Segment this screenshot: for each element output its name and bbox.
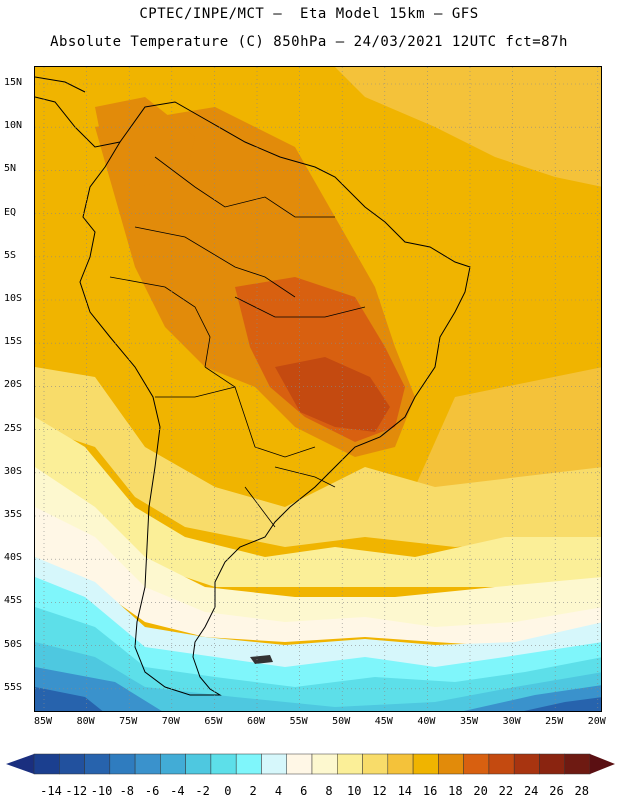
colorbar-boxes	[33, 753, 591, 775]
map-title-line-1: CPTEC/INPE/MCT – Eta Model 15km – GFS	[139, 6, 479, 22]
field-north-atlantic	[335, 67, 601, 187]
lat-label: 35S	[4, 509, 23, 520]
colorbar-label: 26	[549, 784, 564, 798]
lon-label: 60W	[246, 716, 266, 727]
lat-label: 15N	[4, 77, 23, 88]
lat-label: 50S	[4, 638, 23, 650]
lat-label: 10S	[4, 293, 23, 304]
colorbar-label: 2	[249, 784, 257, 798]
colorbar-box	[59, 753, 85, 775]
colorbar-box	[438, 753, 464, 775]
lon-label: 25W	[545, 716, 564, 727]
colorbar-box	[362, 753, 389, 775]
lat-label: 5S	[4, 249, 17, 261]
colorbar-box	[463, 753, 490, 775]
lat-label: 40S	[4, 552, 23, 564]
temperature-colorbar	[6, 753, 615, 775]
field-22-north	[95, 97, 195, 187]
colorbar-label: 24	[523, 784, 539, 798]
country-borders	[109, 156, 366, 528]
colorbar-label: 18	[448, 784, 463, 798]
field-14	[35, 417, 601, 587]
colorbar-box	[33, 753, 60, 775]
lat-label: 10N	[4, 120, 23, 132]
colorbar-box	[412, 753, 439, 775]
south-america-coastline	[79, 101, 471, 696]
colorbar-box	[286, 753, 313, 775]
colorbar-label: -6	[144, 784, 160, 798]
colorbar-label: 0	[224, 784, 232, 798]
field-16	[35, 367, 601, 547]
colorbar-box	[84, 753, 111, 775]
lon-label: 40W	[417, 716, 436, 727]
field-mid-atlantic	[415, 367, 601, 507]
lon-label: 85W	[33, 716, 53, 727]
colorbar-label: 14	[397, 784, 413, 798]
lon-label: 70W	[161, 716, 180, 727]
colorbar-box	[134, 753, 161, 775]
colorbar-box	[210, 753, 237, 775]
lat-label: 25S	[4, 422, 23, 434]
lon-label: 20W	[587, 716, 606, 727]
colorbar-label: 28	[574, 784, 589, 798]
colorbar-label: -8	[119, 784, 135, 798]
field-6	[35, 507, 601, 647]
lon-label: 35W	[459, 716, 479, 727]
colorbar-box	[311, 753, 338, 775]
field-10	[35, 467, 601, 627]
lat-lon-grid	[35, 67, 601, 711]
lat-label: 55S	[4, 681, 23, 693]
lon-label: 50W	[332, 716, 351, 727]
field-minus-2	[35, 607, 601, 711]
colorbar-label: 8	[325, 784, 333, 798]
lon-label: 55W	[289, 716, 308, 727]
field-minus-8	[35, 687, 601, 711]
lat-label: 45S	[4, 595, 23, 607]
lat-label: EQ	[4, 206, 17, 218]
field-minus-4	[35, 642, 601, 711]
colorbar-label: -10	[90, 784, 113, 798]
colorbar-label: -2	[195, 784, 210, 798]
lat-label: 20S	[4, 379, 23, 391]
colorbar-label: 10	[347, 784, 362, 798]
colorbar-box	[564, 753, 591, 775]
colorbar-box	[337, 753, 363, 775]
lon-label: 80W	[76, 716, 95, 727]
colorbar-box	[235, 753, 262, 775]
colorbar-box	[488, 753, 515, 775]
colorbar-label: -4	[170, 784, 185, 798]
colorbar-label: 12	[372, 784, 387, 798]
colorbar-box	[387, 753, 414, 775]
colorbar-label: 20	[473, 784, 488, 798]
colorbar-right-arrow	[590, 754, 615, 774]
lon-label: 30W	[502, 716, 521, 727]
colorbar-label: 22	[498, 784, 514, 798]
temperature-map	[34, 66, 602, 712]
map-canvas	[35, 67, 601, 711]
colorbar-box	[261, 753, 287, 775]
map-title-line-2: Absolute Temperature (C) 850hPa – 24/03/…	[50, 34, 568, 50]
lon-label: 75W	[119, 716, 138, 727]
colorbar-label: 4	[274, 784, 283, 798]
colorbar-box	[160, 753, 186, 775]
falkland-islands	[250, 655, 273, 664]
colorbar-label: 16	[422, 784, 438, 798]
lat-label: 30S	[4, 465, 23, 477]
colorbar-box	[513, 753, 540, 775]
lat-label: 15S	[4, 336, 23, 348]
colorbar-label: -12	[65, 784, 88, 798]
colorbar-box	[539, 753, 565, 775]
colorbar-box	[185, 753, 212, 775]
colorbar-box	[109, 753, 136, 775]
lon-label: 45W	[374, 716, 393, 727]
colorbar-label: 6	[300, 784, 308, 798]
lat-label: 5N	[4, 163, 17, 175]
colorbar-left-arrow	[6, 754, 34, 774]
field-26	[275, 357, 390, 432]
colorbar-label: -14	[40, 784, 62, 798]
lon-label: 65W	[204, 716, 223, 727]
